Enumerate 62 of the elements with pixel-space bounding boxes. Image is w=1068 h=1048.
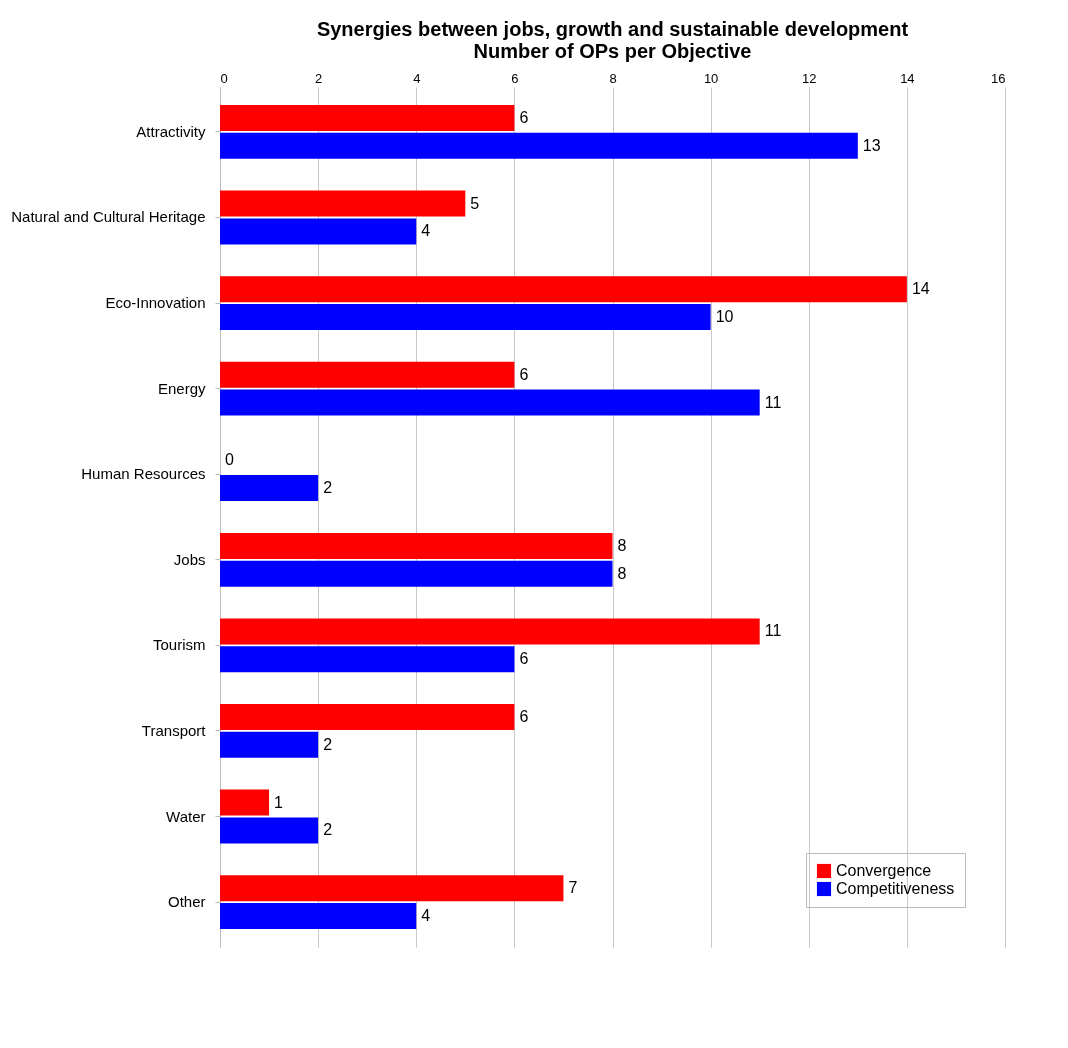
bar xyxy=(220,361,515,388)
data-label: 7 xyxy=(568,879,578,897)
legend-label: Competitiveness xyxy=(836,880,955,897)
data-label: 1 xyxy=(274,793,284,811)
y-tick-label: Energy xyxy=(157,379,206,397)
bar xyxy=(220,190,466,217)
bar xyxy=(220,704,515,731)
y-tick-label: Attractivity xyxy=(136,122,206,140)
y-tick-label: Human Resources xyxy=(81,465,206,483)
y-tick-label: Other xyxy=(167,893,206,911)
data-label: 4 xyxy=(421,222,431,240)
data-label: 5 xyxy=(470,194,480,212)
bar xyxy=(220,475,319,502)
bar xyxy=(220,532,613,559)
x-tick-label: 10 xyxy=(703,70,719,86)
y-tick-label: Tourism xyxy=(152,636,206,654)
legend-label: Convergence xyxy=(836,862,932,879)
bar xyxy=(220,731,319,758)
x-tick-label: 6 xyxy=(511,70,519,86)
data-label: 8 xyxy=(617,536,627,554)
bar xyxy=(220,132,858,159)
bar xyxy=(220,789,270,816)
data-label: 6 xyxy=(519,708,529,726)
bar xyxy=(220,817,319,844)
data-label: 11 xyxy=(764,393,782,411)
y-tick-label: Jobs xyxy=(173,550,206,568)
y-tick-label: Natural and Cultural Heritage xyxy=(11,208,206,226)
x-tick-label: 12 xyxy=(802,70,817,86)
data-label: 0 xyxy=(225,451,234,469)
bar xyxy=(220,218,417,245)
y-tick-label: Transport xyxy=(141,721,207,739)
text: Number of OPs per Objective xyxy=(473,40,752,62)
text: Synergies between jobs, growth and sustainable development xyxy=(316,18,909,40)
data-label: 13 xyxy=(862,136,881,154)
data-label: 2 xyxy=(323,479,333,497)
x-tick-label: 8 xyxy=(609,70,617,86)
data-label: 2 xyxy=(323,821,333,839)
x-tick-label: 14 xyxy=(900,70,915,86)
data-label: 6 xyxy=(519,365,529,383)
x-tick-label: 4 xyxy=(413,70,421,86)
bar xyxy=(220,902,417,929)
data-label: 4 xyxy=(421,906,431,924)
data-label: 11 xyxy=(764,622,782,640)
bar xyxy=(220,276,907,303)
bar xyxy=(220,618,760,645)
y-tick-label: Eco-Innovation xyxy=(105,294,206,312)
data-label: 2 xyxy=(323,735,333,753)
bar xyxy=(220,875,564,902)
data-label: 6 xyxy=(519,109,529,127)
x-tick-label: 16 xyxy=(991,70,1006,86)
bar xyxy=(220,646,515,673)
data-label: 6 xyxy=(519,650,529,668)
data-label: 8 xyxy=(617,564,627,582)
bar xyxy=(220,303,711,330)
x-tick-label: 0 xyxy=(220,70,228,86)
data-label: 14 xyxy=(911,280,930,298)
x-tick-label: 2 xyxy=(315,70,323,86)
bar xyxy=(220,105,515,132)
bar xyxy=(220,389,760,416)
y-tick-label: Water xyxy=(166,807,206,825)
data-label: 10 xyxy=(715,307,734,325)
bar xyxy=(220,560,613,587)
